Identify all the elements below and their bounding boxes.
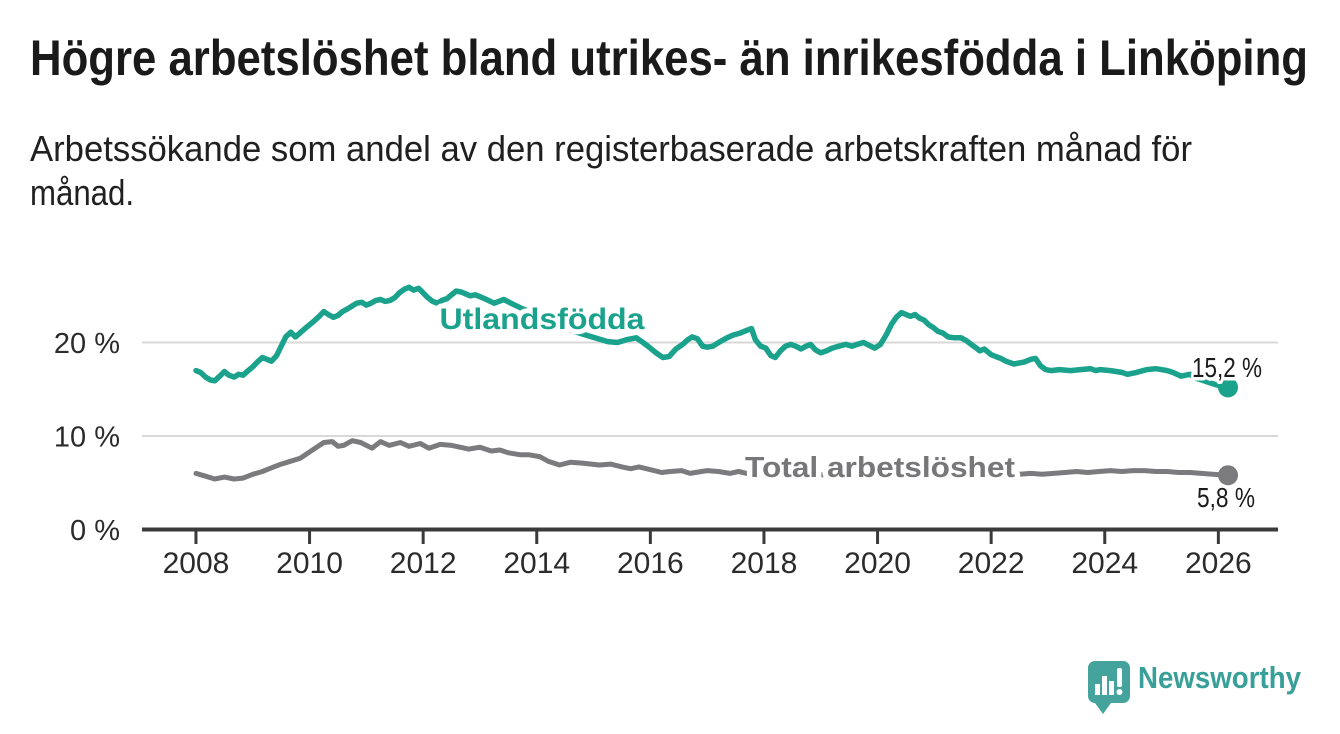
end-value-label-utlandsfodda: 15,2 % — [1192, 352, 1262, 383]
series-label-total-arbetsloshet: Total arbetslöshet — [745, 452, 1015, 484]
y-tick-label-20: 20 % — [54, 328, 120, 360]
y-tick-label-0: 0 % — [70, 515, 120, 547]
y-tick-label-10: 10 % — [54, 422, 120, 454]
line-utlandsfodda — [193, 284, 1231, 391]
x-tick-label-2008: 2008 — [163, 547, 230, 580]
x-tick-label-2014: 2014 — [503, 547, 570, 580]
line-total-arbetsloshet — [193, 438, 1231, 482]
logo-exclamation-dot — [1116, 689, 1123, 695]
x-tick-label-2026: 2026 — [1185, 547, 1252, 580]
x-tick-label-2024: 2024 — [1071, 547, 1138, 580]
y-axis-grid: 0 % 10 % 20 % — [54, 328, 1278, 547]
page-title: Högre arbetslöshet bland utrikes- än inr… — [30, 30, 1308, 86]
newsworthy-logo: Newsworthy — [1088, 660, 1302, 714]
x-tick-label-2016: 2016 — [617, 547, 684, 580]
series-layer — [193, 284, 1239, 486]
logo-wordmark: Newsworthy — [1138, 660, 1302, 695]
x-axis-ticks: 2008 2010 2012 2014 2016 2018 2020 2022 2024 2026 — [163, 531, 1252, 580]
end-value-label-total: 5,8 % — [1197, 482, 1255, 513]
x-tick-label-2018: 2018 — [731, 547, 798, 580]
end-dot-total-arbetsloshet — [1218, 465, 1239, 486]
logo-bar-1 — [1095, 684, 1100, 695]
series-label-utlandsfodda: Utlandsfödda — [440, 303, 645, 336]
x-tick-label-2012: 2012 — [390, 547, 457, 580]
x-tick-label-2010: 2010 — [276, 547, 343, 580]
x-tick-label-2022: 2022 — [958, 547, 1025, 580]
logo-exclamation-bar — [1117, 668, 1122, 687]
logo-bar-3 — [1109, 681, 1114, 695]
end-dot-utlandsfodda — [1218, 377, 1239, 398]
subtitle-line-2: månad. — [30, 172, 134, 213]
logo-bar-2 — [1102, 676, 1107, 695]
subtitle-line-1: Arbetssökande som andel av den registerb… — [30, 128, 1192, 169]
x-tick-label-2020: 2020 — [844, 547, 911, 580]
